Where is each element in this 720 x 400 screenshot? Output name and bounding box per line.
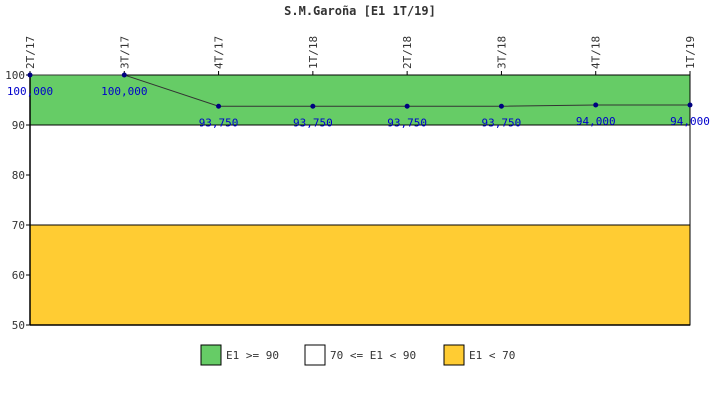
band-2 [29, 224, 691, 326]
legend-swatch-2 [443, 344, 465, 366]
data-point-6 [593, 102, 599, 108]
x-tick-label-1: 3T/17 [118, 36, 131, 69]
data-point-3 [310, 103, 316, 109]
data-label-5: 93,750 [482, 116, 522, 129]
y-tick-label-70: 70 [12, 219, 25, 232]
data-point-2 [216, 103, 222, 109]
data-point-1 [121, 72, 127, 78]
legend-swatch-1 [304, 344, 326, 366]
legend-label-0: E1 >= 90 [226, 349, 279, 362]
data-label-4: 93,750 [387, 116, 427, 129]
band-1 [29, 124, 691, 226]
data-labels: 100,000 100,000 93,750 93,750 93,750 93,750 94… [7, 85, 710, 129]
data-label-6: 94,000 [576, 115, 616, 128]
band-0 [29, 74, 691, 126]
data-point-4 [404, 103, 410, 109]
data-point-5 [498, 103, 504, 109]
legend-swatch-0 [200, 344, 222, 366]
y-tick-label-80: 80 [12, 169, 25, 182]
data-label-3: 93,750 [293, 116, 333, 129]
legend: E1 >= 90 70 <= E1 < 90 E1 < 70 [200, 344, 515, 366]
data-label-0: 100,000 [7, 85, 53, 98]
x-tick-label-0: 2T/17 [24, 36, 37, 69]
legend-label-1: 70 <= E1 < 90 [330, 349, 416, 362]
y-tick-label-90: 90 [12, 119, 25, 132]
x-tick-label-3: 1T/18 [307, 36, 320, 69]
data-point-7 [687, 102, 693, 108]
chart-title: S.M.Garoña [E1 1T/19] [284, 4, 436, 18]
data-label-2: 93,750 [199, 116, 239, 129]
threshold-bands [29, 74, 691, 326]
legend-label-2: E1 < 70 [469, 349, 515, 362]
data-label-1: 100,000 [101, 85, 147, 98]
series-0-line [30, 74, 690, 107]
data-label-7: 94,000 [670, 115, 710, 128]
y-tick-label-60: 60 [12, 269, 25, 282]
x-tick-label-5: 3T/18 [495, 36, 508, 69]
series-line [27, 72, 693, 109]
y-tick-label-50: 50 [12, 319, 25, 332]
y-tick-label-100: 100 [5, 69, 25, 82]
data-point-0 [27, 72, 33, 78]
x-tick-label-4: 2T/18 [401, 36, 414, 69]
x-tick-label-6: 4T/18 [590, 36, 603, 69]
x-tick-label-7: 1T/19 [684, 36, 697, 69]
x-tick-label-2: 4T/17 [213, 36, 226, 69]
